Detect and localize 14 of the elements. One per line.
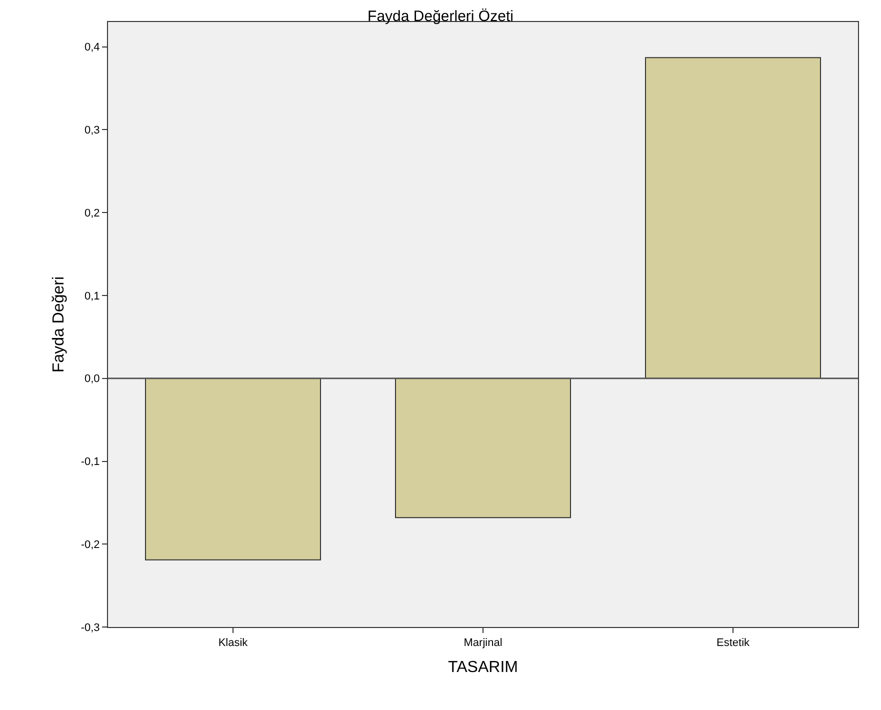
y-axis-title: Fayda Değeri [50,276,68,373]
y-tick-label: -0,1 [80,456,100,468]
x-axis-title: TASARIM [448,658,518,676]
y-tick-label: 0,1 [84,290,100,302]
y-tick-label: -0,2 [80,538,100,551]
x-tick-label: Marjinal [464,637,502,650]
y-tick-label: 0,4 [84,42,100,54]
y-tick-label: 0,2 [84,207,100,220]
chart-title: Fayda Değerleri Özeti [368,8,514,26]
y-tick-label: 0,0 [84,373,100,386]
y-tick-label: -0,3 [80,622,100,634]
x-tick-label: Estetik [716,637,750,650]
x-tick-label: Klasik [218,637,248,650]
y-tick-label: 0,3 [84,124,100,137]
